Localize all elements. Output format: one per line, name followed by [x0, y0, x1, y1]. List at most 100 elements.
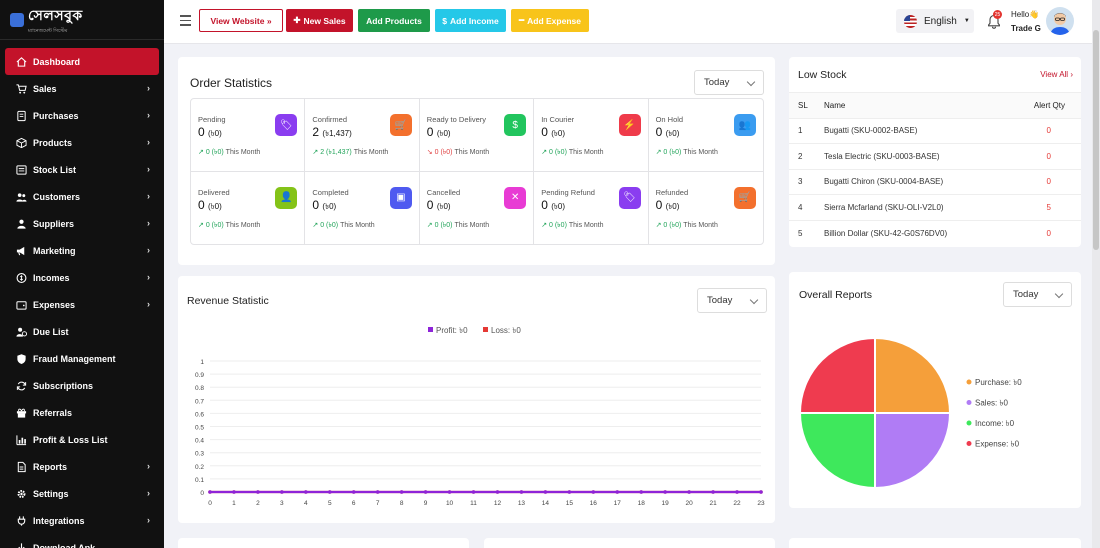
pie-slice-income[interactable] [798, 412, 876, 490]
data-point-profit[interactable] [351, 490, 356, 494]
legend-label-sales[interactable]: Sales: ৳0 [975, 399, 1008, 408]
sidebar-item-products[interactable]: Products › [0, 129, 164, 156]
data-point-profit[interactable] [759, 490, 763, 494]
sidebar-item-sales[interactable]: Sales › [0, 75, 164, 102]
sidebar-item-subscriptions[interactable]: Subscriptions [0, 372, 164, 399]
notification-badge: 25 [993, 10, 1002, 19]
new-sales-button[interactable]: ✚ New Sales [286, 9, 353, 32]
data-point-profit[interactable] [567, 490, 572, 494]
legend-dot-income [966, 420, 972, 426]
stat-card-completed[interactable]: Completed 0 (৳0) ↗ 0 (৳0) This Month ▣ [305, 171, 420, 244]
data-point-profit[interactable] [519, 490, 524, 494]
data-point-profit[interactable] [663, 490, 667, 494]
stat-period: This Month [454, 148, 490, 156]
data-point-profit[interactable] [591, 490, 596, 494]
data-point-profit[interactable] [711, 490, 715, 494]
add-income-button[interactable]: $ Add Income [435, 9, 506, 32]
data-point-profit[interactable] [735, 490, 739, 494]
add-products-button[interactable]: Add Products [358, 9, 430, 32]
data-point-profit[interactable] [471, 490, 476, 494]
data-point-profit[interactable] [639, 490, 644, 494]
menu-toggle-icon[interactable] [180, 15, 191, 29]
sidebar-item-integrations[interactable]: Integrations › [0, 507, 164, 534]
legend-label-income[interactable]: Income: ৳0 [975, 419, 1015, 428]
sidebar-item-marketing[interactable]: Marketing › [0, 237, 164, 264]
sidebar-item-download-apk[interactable]: Download Apk [0, 534, 164, 548]
sidebar-item-expenses[interactable]: Expenses › [0, 291, 164, 318]
stat-card-refunded[interactable]: Refunded 0 (৳0) ↗ 0 (৳0) This Month 🛒 [649, 172, 763, 245]
new-sales-label: New Sales [303, 15, 346, 26]
add-expense-button[interactable]: ━ Add Expense [511, 9, 589, 32]
sidebar-item-settings[interactable]: Settings › [0, 480, 164, 507]
x-tick-label: 13 [518, 500, 526, 507]
data-point-profit[interactable] [495, 490, 500, 494]
pie-slice-sales[interactable] [874, 412, 952, 490]
legend-label-expense[interactable]: Expense: ৳0 [975, 440, 1020, 449]
legend-label-profit[interactable]: Profit: ৳0 [436, 326, 468, 335]
trend-up-icon: ↗ [426, 222, 433, 229]
gear-icon [16, 488, 27, 499]
view-all-link[interactable]: View All › [1040, 70, 1073, 79]
stat-label: Pending Refund [541, 187, 595, 197]
data-point-profit[interactable] [256, 490, 260, 494]
x-tick-label: 21 [709, 500, 717, 507]
data-point-profit[interactable] [543, 490, 548, 494]
data-point-profit[interactable] [232, 490, 236, 494]
table-row[interactable]: 5 Billion Dollar (SKU-42-G0S76DV0) 0 [789, 219, 1081, 246]
data-point-profit[interactable] [375, 490, 380, 494]
sidebar-item-suppliers[interactable]: Suppliers › [0, 210, 164, 237]
sidebar-item-customers[interactable]: Customers › [0, 183, 164, 210]
data-point-profit[interactable] [327, 490, 332, 494]
legend-label-purchase[interactable]: Purchase: ৳0 [975, 378, 1022, 387]
data-point-profit[interactable] [208, 490, 212, 494]
stat-label: Ready to Delivery [426, 115, 486, 124]
sidebar-item-profit-loss-list[interactable]: Profit & Loss List [0, 426, 164, 453]
low-stock-table: SL Name Alert Qty 1 Bugatti (SKU-0002-BAS… [789, 93, 1081, 246]
data-point-profit[interactable] [687, 490, 691, 494]
view-website-button[interactable]: View Website » [199, 9, 283, 32]
table-row[interactable]: 4 Sierra Mcfarland (SKU-OLI-V2L0) 5 [789, 194, 1081, 220]
logo[interactable]: সেলসবুক ম্যানেজমেন্ট সিস্টেম [0, 0, 164, 40]
table-row[interactable]: 1 Bugatti (SKU-0002-BASE) 0 [789, 117, 1081, 144]
x-tick-label: 8 [400, 500, 404, 507]
stat-card-cancelled[interactable]: Cancelled 0 (৳0) ↗ 0 (৳0) This Month ✕ [420, 171, 535, 244]
pie-slice-purchase[interactable] [874, 336, 952, 414]
sidebar-item-referrals[interactable]: Referrals [0, 399, 164, 426]
user-greeting[interactable]: Hello👋 Trade G [1011, 8, 1041, 36]
add-income-label: Add Income [450, 15, 499, 26]
data-point-profit[interactable] [280, 490, 284, 494]
data-point-profit[interactable] [447, 490, 452, 494]
trend-up-icon: ↗ [198, 148, 204, 156]
sidebar-item-dashboard[interactable]: Dashboard [5, 48, 159, 75]
stat-card-delivered[interactable]: Delivered 0 (৳0) ↗ 0 (৳0) This Month 👤 [191, 171, 306, 244]
add-expense-label: Add Expense [527, 15, 581, 26]
data-point-profit[interactable] [423, 490, 428, 494]
pie-slice-expense[interactable] [798, 336, 876, 414]
sidebar-item-due-list[interactable]: Due List [0, 318, 164, 345]
legend-label-loss[interactable]: Loss: ৳0 [491, 326, 521, 335]
data-point-profit[interactable] [615, 490, 620, 494]
table-row[interactable]: 2 Tesla Electric (SKU-0003-BASE) 0 [789, 143, 1081, 169]
stat-card-confirmed[interactable]: Confirmed 2 (৳1,437) ↗ 2 (৳1,437) This Mon… [305, 99, 420, 172]
sidebar-item-reports[interactable]: Reports › [0, 453, 164, 480]
page-scrollbar[interactable] [1092, 0, 1100, 548]
table-row[interactable]: 3 Bugatti Chiron (SKU-0004-BASE) 0 [789, 168, 1081, 195]
stat-card-pending-refund[interactable]: Pending Refund 0 (৳0) ↗ 0 (৳0) This Month 🏷 [534, 171, 649, 244]
sidebar-item-purchases[interactable]: Purchases › [0, 102, 164, 129]
data-point-profit[interactable] [399, 490, 404, 494]
chevron-right-icon: › [147, 245, 150, 255]
order-period-select[interactable]: Today [694, 70, 764, 95]
language-selector[interactable]: English ▼ [896, 9, 974, 33]
sidebar-item-stock-list[interactable]: Stock List › [0, 156, 164, 183]
stat-card-ready-to-delivery[interactable]: Ready to Delivery 0 (৳0) ↘ 0 (৳0) This Mon… [419, 99, 535, 172]
sidebar-item-incomes[interactable]: Incomes › [0, 264, 164, 291]
stat-card-pending[interactable]: Pending 0 (৳0) ↗ 0 (৳0) This Month 🏷 [191, 99, 306, 172]
stat-card-in-courier[interactable]: In Courier 0 (৳0) ↗ 0 (৳0) This Month ⚡ [534, 99, 649, 172]
stat-card-on-hold[interactable]: On Hold 0 (৳0) ↗ 0 (৳0) This Month 👥 [648, 99, 763, 172]
revenue-period-select[interactable]: Today [697, 288, 767, 313]
overall-period-select[interactable]: Today [1003, 282, 1072, 307]
data-point-profit[interactable] [304, 490, 308, 494]
sidebar-item-label: Referrals [33, 407, 73, 418]
sidebar-item-fraud-management[interactable]: Fraud Management [0, 345, 164, 372]
avatar[interactable] [1046, 7, 1074, 35]
